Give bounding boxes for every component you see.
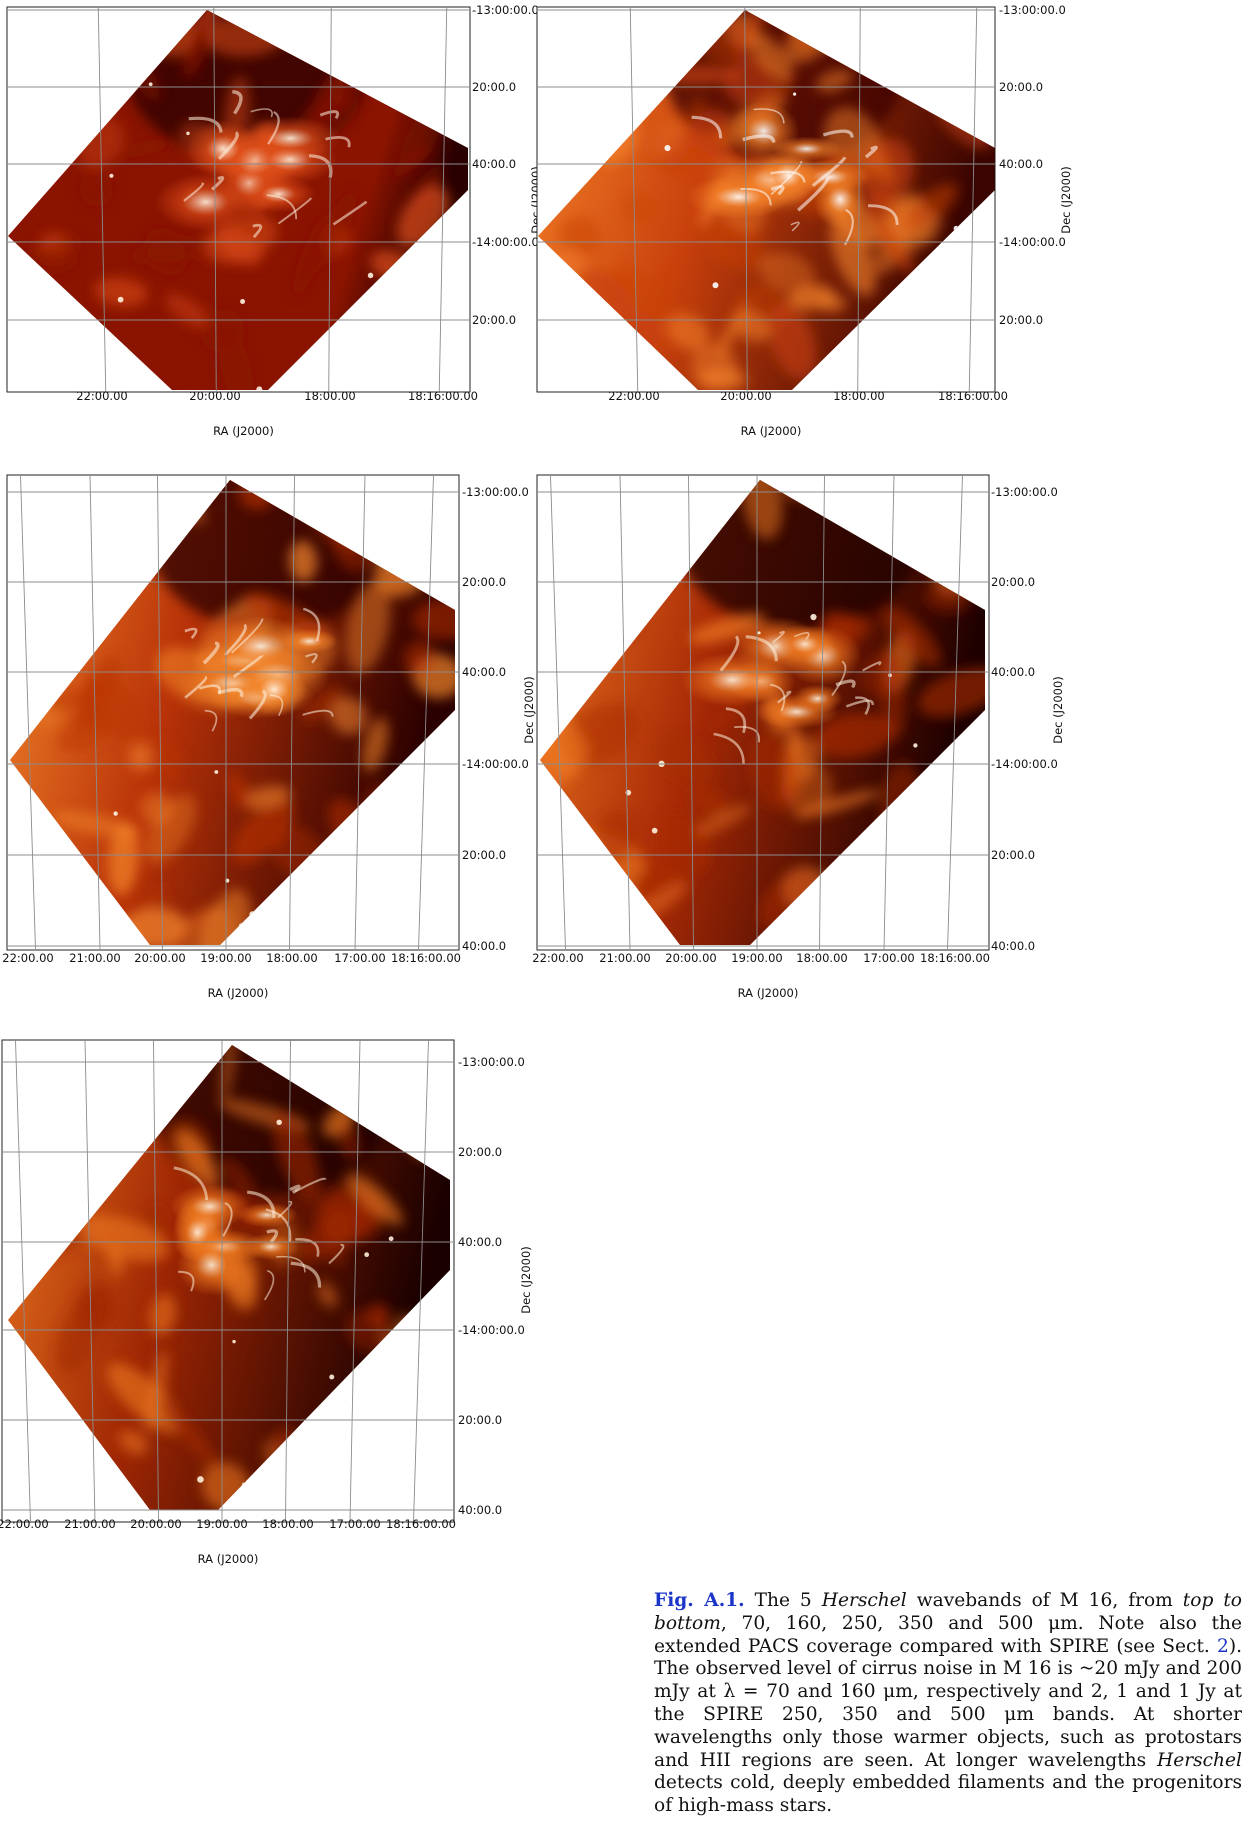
dec-tick-label: 40:00.0 <box>999 157 1043 171</box>
panel-250um: 22:00.00 21:00.00 20:00.00 19:00.00 18:00.00… <box>0 474 620 1170</box>
dec-tick-label: 20:00.0 <box>999 80 1043 94</box>
ra-tick-label: 17:00.00 <box>334 951 385 965</box>
panel-500um: 22:00.00 21:00.00 20:00.00 19:00.00 18:00.00… <box>0 1039 620 1831</box>
dec-tick-label: -13:00:00.0 <box>999 3 1066 17</box>
dec-axis-label: Dec (J2000) <box>522 676 536 744</box>
ra-tick-label: 20:00.00 <box>130 1517 181 1531</box>
ra-tick-label: 22:00.00 <box>0 1517 49 1531</box>
section-link[interactable]: 2 <box>1216 1635 1229 1657</box>
ra-tick-label: 21:00.00 <box>599 951 650 965</box>
sky-map-500um: 22:00.00 21:00.00 20:00.00 19:00.00 18:00.00… <box>0 1039 533 1566</box>
caption-text-4: ). The observed level of cirrus noise in… <box>654 1635 1242 1771</box>
dec-tick-label: 20:00.0 <box>462 575 506 589</box>
dec-axis-label: Dec (J2000) <box>1051 676 1065 744</box>
dec-tick-label: -13:00:00.0 <box>472 3 539 17</box>
ra-tick-label: 18:00.00 <box>833 389 884 403</box>
caption-text-5: regions are seen. At longer wavelengths <box>730 1749 1157 1771</box>
figure-label[interactable]: Fig. A.1. <box>654 1590 745 1611</box>
caption-top-to-bottom: top to bottom <box>654 1590 1242 1634</box>
caption-hii: II <box>715 1749 731 1771</box>
ra-tick-label: 18:16:00.00 <box>920 951 990 965</box>
dec-tick-label: 40:00.0 <box>472 157 516 171</box>
panel-160um: 22:00.00 20:00.00 18:00.00 18:16:00.00 -13:0… <box>536 0 1246 510</box>
dec-tick-label: -13:00:00.0 <box>458 1055 525 1069</box>
ra-tick-label: 19:00.00 <box>731 951 782 965</box>
ra-tick-label: 18:00.00 <box>266 951 317 965</box>
sky-map-160um: 22:00.00 20:00.00 18:00.00 18:16:00.00 -13:0… <box>536 3 1073 438</box>
ra-tick-label: 18:00.00 <box>304 389 355 403</box>
dec-tick-label: 20:00.0 <box>991 848 1035 862</box>
caption-herschel-1: Herschel <box>821 1590 907 1611</box>
dec-tick-label: 40:00.0 <box>458 1503 502 1517</box>
caption-text-2: wavebands of M 16, from <box>906 1590 1183 1611</box>
dec-axis-label: Dec (J2000) <box>1059 166 1073 234</box>
dec-axis-label: Dec (J2000) <box>519 1246 533 1314</box>
ra-tick-label: 19:00.00 <box>196 1517 247 1531</box>
dec-tick-label: 20:00.0 <box>458 1413 502 1427</box>
ra-tick-label: 20:00.00 <box>189 389 240 403</box>
ra-tick-label: 20:00.00 <box>134 951 185 965</box>
dec-tick-label: 20:00.0 <box>472 313 516 327</box>
panel-350um: 22:00.00 21:00.00 20:00.00 19:00.00 18:00.00… <box>532 474 1246 1170</box>
dec-tick-label: 20:00.0 <box>991 575 1035 589</box>
panel-70um: 22:00.00 20:00.00 18:00.00 18:16:00.00 -13:0… <box>0 0 620 510</box>
dec-tick-label: 40:00.0 <box>462 665 506 679</box>
dec-tick-label: -14:00:00.0 <box>458 1323 525 1337</box>
dec-tick-label: -14:00:00.0 <box>472 235 539 249</box>
coordinate-grid <box>7 474 459 951</box>
coordinate-grid <box>2 1039 454 1523</box>
dec-tick-label: 40:00.0 <box>991 939 1035 953</box>
dec-tick-label: 20:00.0 <box>472 80 516 94</box>
ra-tick-label: 19:00.00 <box>200 951 251 965</box>
dec-tick-label: 20:00.0 <box>999 313 1043 327</box>
figure-caption: Fig. A.1. The 5 Herschel wavebands of M … <box>654 1590 1242 1818</box>
caption-text-6: detects cold, deeply embedded filaments … <box>654 1772 1242 1817</box>
ra-tick-label: 22:00.00 <box>2 951 53 965</box>
ra-tick-label: 18:16:00.00 <box>391 951 461 965</box>
coordinate-grid <box>7 6 470 393</box>
sky-map-70um: 22:00.00 20:00.00 18:00.00 18:16:00.00 -13:0… <box>6 3 543 438</box>
dec-tick-label: 20:00.0 <box>458 1145 502 1159</box>
dec-tick-label: 40:00.0 <box>462 939 506 953</box>
dec-tick-label: -13:00:00.0 <box>462 485 529 499</box>
ra-tick-label: 20:00.00 <box>720 389 771 403</box>
ra-axis-label: RA (J2000) <box>741 424 802 438</box>
sky-map-350um: 22:00.00 21:00.00 20:00.00 19:00.00 18:00.00… <box>532 474 1065 1000</box>
ra-tick-label: 17:00.00 <box>329 1517 380 1531</box>
ra-tick-label: 21:00.00 <box>69 951 120 965</box>
ra-axis-label: RA (J2000) <box>208 986 269 1000</box>
ra-axis-label: RA (J2000) <box>213 424 274 438</box>
ra-tick-label: 18:00.00 <box>796 951 847 965</box>
ra-tick-label: 22:00.00 <box>532 951 583 965</box>
ra-axis-label: RA (J2000) <box>738 986 799 1000</box>
ra-tick-label: 17:00.00 <box>863 951 914 965</box>
ra-tick-label: 21:00.00 <box>64 1517 115 1531</box>
ra-tick-label: 18:16:00.00 <box>386 1517 456 1531</box>
ra-tick-label: 18:00.00 <box>262 1517 313 1531</box>
ra-tick-label: 20:00.00 <box>665 951 716 965</box>
ra-tick-label: 22:00.00 <box>608 389 659 403</box>
dec-tick-label: 40:00.0 <box>991 665 1035 679</box>
coordinate-grid <box>537 6 995 393</box>
caption-herschel-2: Herschel <box>1156 1749 1242 1771</box>
dec-tick-label: -14:00:00.0 <box>999 235 1066 249</box>
coordinate-grid <box>537 474 989 951</box>
dec-tick-label: 40:00.0 <box>458 1235 502 1249</box>
caption-text-1: The 5 <box>744 1590 822 1611</box>
ra-tick-label: 18:16:00.00 <box>938 389 1008 403</box>
ra-tick-label: 22:00.00 <box>76 389 127 403</box>
caption-text-3: , 70, 160, 250, 350 and 500 μm. Note als… <box>654 1612 1242 1657</box>
ra-tick-label: 18:16:00.00 <box>408 389 478 403</box>
dec-tick-label: 20:00.0 <box>462 848 506 862</box>
dec-tick-label: -14:00:00.0 <box>462 757 529 771</box>
dec-tick-label: -13:00:00.0 <box>991 485 1058 499</box>
ra-axis-label: RA (J2000) <box>198 1552 259 1566</box>
sky-map-250um: 22:00.00 21:00.00 20:00.00 19:00.00 18:00.00… <box>2 474 536 1000</box>
dec-tick-label: -14:00:00.0 <box>991 757 1058 771</box>
